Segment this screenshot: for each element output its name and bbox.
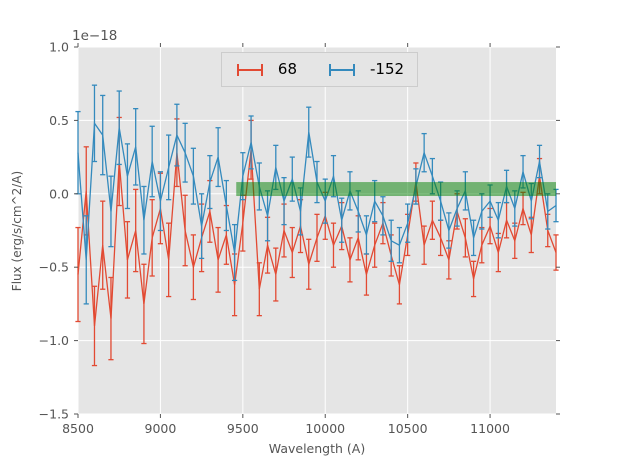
errorbar-marker-red-icon	[236, 63, 263, 76]
y-tick-label: −1.5	[39, 407, 69, 422]
tick-labels: 8500 9000 9500 10000 10500 11000 1.0 0.5 0.0 −0.5…	[39, 40, 510, 437]
x-tick-label: 9000	[145, 421, 177, 436]
legend-entry-68: 68	[235, 62, 297, 78]
y-axis-offset-text: 1e−18	[72, 28, 118, 44]
y-tick-label: 0.0	[49, 186, 69, 201]
errorbar-marker-blue-icon	[329, 63, 356, 76]
x-axis-label: Wavelength (A)	[268, 441, 366, 456]
x-tick-label: 8500	[62, 421, 94, 436]
legend-entry--152: -152	[327, 62, 404, 78]
legend-label--152: -152	[370, 60, 405, 78]
highlight-band	[236, 182, 556, 197]
y-tick-label: −1.0	[39, 333, 69, 348]
tick-marks	[74, 43, 560, 418]
y-axis-label: Flux (erg/s/cm^2/A)	[10, 170, 25, 291]
y-tick-label: 1.0	[49, 40, 69, 55]
x-tick-label: 11000	[470, 421, 510, 436]
x-tick-label: 10500	[388, 421, 428, 436]
y-tick-label: −0.5	[39, 260, 69, 275]
y-axis-label-wrap: Flux (erg/s/cm^2/A)	[0, 47, 34, 414]
legend: 68 -152	[221, 52, 418, 87]
legend-label-68: 68	[277, 60, 298, 78]
x-tick-label: 10000	[305, 421, 345, 436]
y-tick-label: 0.5	[49, 113, 69, 128]
x-tick-label: 9500	[227, 421, 259, 436]
